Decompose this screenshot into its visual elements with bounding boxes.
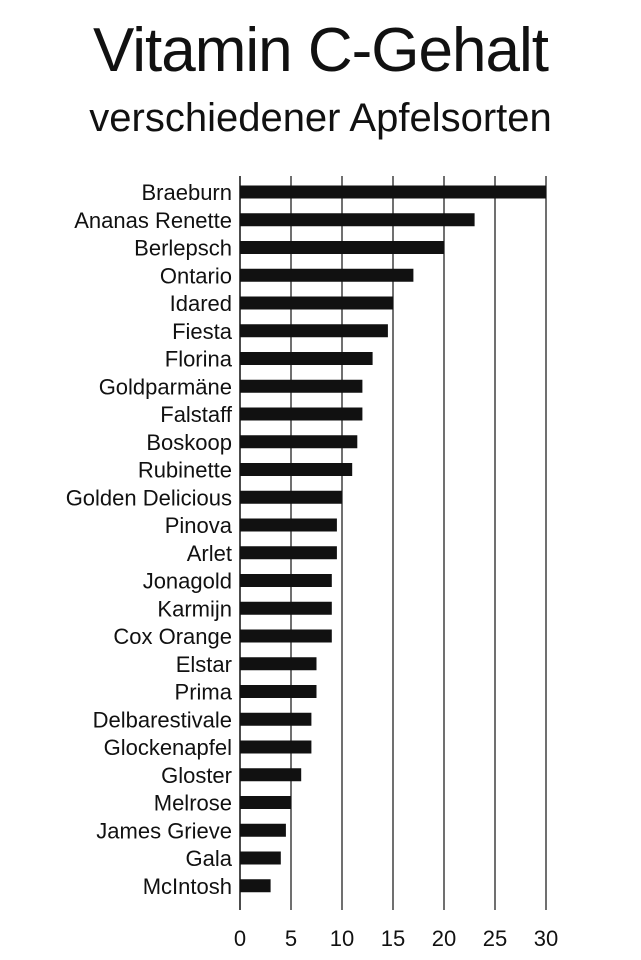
category-label: McIntosh — [143, 874, 232, 899]
bar — [240, 324, 388, 338]
category-label: Braeburn — [141, 180, 232, 205]
bar — [240, 879, 271, 893]
category-label: Boskoop — [146, 430, 232, 455]
bar — [240, 851, 281, 865]
category-label: Idared — [170, 291, 232, 316]
category-label: Ontario — [160, 263, 232, 288]
bar — [240, 379, 363, 393]
bar — [240, 768, 302, 782]
bar — [240, 185, 546, 199]
bar — [240, 463, 353, 476]
chart-title: Vitamin C-Gehalt — [93, 16, 549, 85]
category-label: Berlepsch — [134, 236, 232, 261]
x-tick-label: 15 — [381, 926, 405, 951]
grid-lines — [290, 176, 547, 910]
category-label: James Grieve — [96, 818, 232, 843]
bar — [240, 352, 373, 365]
bar — [240, 546, 337, 560]
category-label: Falstaff — [160, 402, 233, 427]
category-label: Arlet — [187, 541, 232, 566]
category-label: Jonagold — [143, 569, 232, 594]
category-label: Glockenapfel — [104, 735, 232, 760]
bar — [240, 657, 317, 671]
bar — [240, 740, 312, 754]
x-tick-label: 10 — [330, 926, 354, 951]
bar — [240, 712, 312, 726]
category-label: Rubinette — [138, 458, 232, 483]
x-tick-label: 25 — [483, 926, 507, 951]
bar — [240, 241, 444, 254]
category-label: Melrose — [154, 791, 232, 816]
category-label: Goldparmäne — [99, 374, 232, 399]
bar — [240, 407, 363, 421]
bar — [240, 490, 342, 504]
bar — [240, 435, 358, 449]
category-label: Pinova — [165, 513, 233, 538]
category-label: Prima — [175, 680, 233, 705]
bar — [240, 823, 286, 837]
x-tick-label: 0 — [234, 926, 246, 951]
bar — [240, 296, 393, 310]
bar — [240, 601, 332, 615]
x-tick-label: 30 — [534, 926, 558, 951]
category-label: Karmijn — [157, 596, 232, 621]
x-tick-label: 5 — [285, 926, 297, 951]
category-label: Cox Orange — [113, 624, 232, 649]
bars — [240, 185, 546, 893]
category-label: Fiesta — [172, 319, 233, 344]
category-label: Ananas Renette — [74, 208, 232, 233]
category-label: Gloster — [161, 763, 232, 788]
category-label: Gala — [186, 846, 233, 871]
category-label: Delbarestivale — [93, 707, 232, 732]
category-label: Florina — [165, 347, 233, 372]
bar — [240, 213, 475, 227]
bar — [240, 574, 332, 587]
x-tick-labels: 0 5 10 15 20 25 30 — [234, 926, 558, 951]
bar — [240, 518, 337, 532]
chart-subtitle: verschiedener Apfelsorten — [89, 96, 552, 140]
category-label: Golden Delicious — [66, 485, 232, 510]
bar — [240, 685, 317, 698]
x-tick-label: 20 — [432, 926, 456, 951]
bar — [240, 268, 414, 282]
bar — [240, 629, 332, 643]
category-label: Elstar — [176, 652, 232, 677]
bar — [240, 796, 291, 809]
